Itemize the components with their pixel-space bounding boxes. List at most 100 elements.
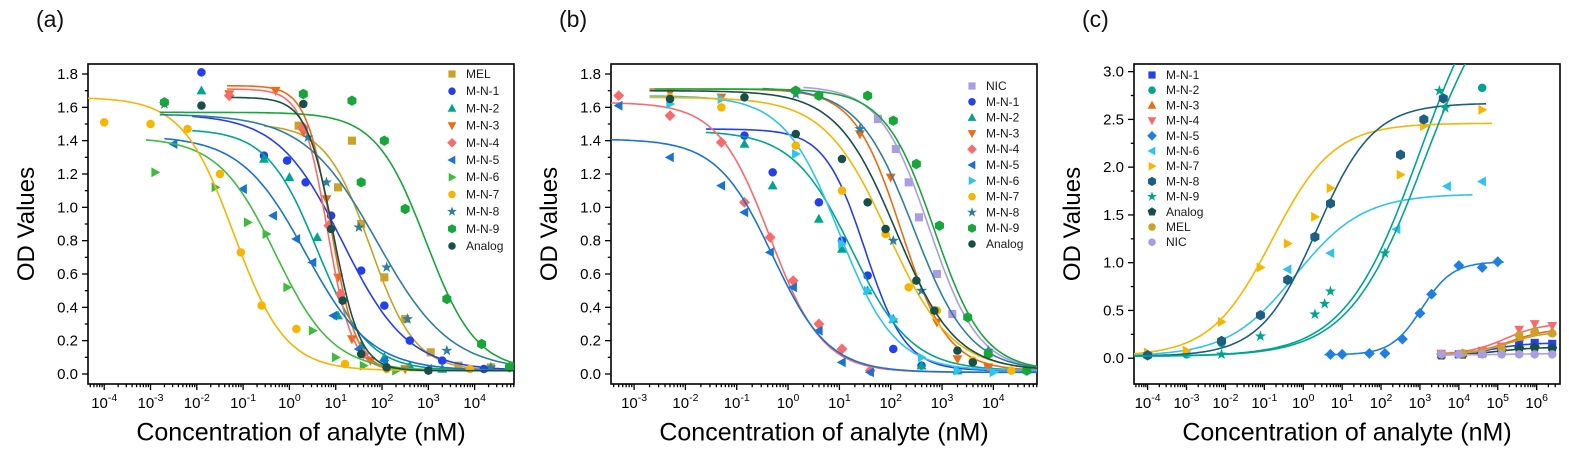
fit-curve-M-N-9	[159, 111, 514, 364]
y-tick-label: 1.2	[580, 166, 601, 183]
x-tick-label: 10-3	[137, 392, 163, 412]
x-tick-label: 10-2	[672, 392, 698, 412]
panel-b-y-axis-title: OD Values	[536, 166, 563, 282]
legend-item-M-N-9: M-N-9	[968, 221, 1020, 235]
data-point-M-N-4	[613, 90, 625, 102]
fit-curve-M-N-1	[192, 115, 514, 371]
series-M-N-7	[88, 97, 514, 374]
data-point-M-N-9	[1324, 285, 1336, 297]
data-point-M-N-5	[664, 152, 674, 163]
data-point-M-N-8	[1419, 114, 1429, 125]
x-tick-label: 10-2	[184, 392, 210, 412]
x-tick-label: 104	[463, 392, 486, 412]
y-tick-label: 0.5	[1103, 302, 1124, 319]
legend: MEL M-N-1 M-N-2 M-N-3 M-N-4 M-N-5 M-N-6 M-N-7 M-…	[447, 67, 503, 253]
data-point-M-N-2	[196, 85, 207, 95]
legend-marker-M-N-7	[448, 190, 456, 199]
data-point-M-N-9	[863, 90, 873, 101]
y-tick-label: 3.0	[1103, 64, 1124, 81]
y-tick-label: 0.4	[57, 299, 78, 316]
legend-item-NIC: NIC	[1148, 235, 1187, 249]
data-point-M-N-7	[1182, 345, 1192, 356]
legend-marker-M-N-2	[1148, 86, 1156, 94]
data-point-MEL	[333, 183, 343, 192]
data-point-M-N-4	[715, 136, 727, 148]
data-point-M-N-1	[768, 168, 777, 177]
data-point-M-N-9	[1309, 308, 1321, 319]
y-tick-label: 1.0	[57, 199, 78, 216]
data-point-M-N-5	[836, 357, 846, 368]
fit-curve-M-N-7	[1134, 122, 1492, 355]
data-point-M-N-6	[953, 365, 963, 376]
data-point-Analog	[837, 154, 847, 164]
legend-item-M-N-6: M-N-6	[1147, 144, 1200, 158]
data-point-M-N-1	[437, 356, 447, 365]
legend-marker-M-N-5	[967, 160, 976, 170]
data-point-M-N-5	[739, 207, 749, 218]
series-NIC	[1437, 350, 1557, 359]
panel-c-y-axis-title: OD Values	[1059, 166, 1086, 282]
legend-item-M-N-6: M-N-6	[968, 174, 1020, 188]
data-point-Analog	[424, 366, 433, 375]
legend-marker-M-N-1	[968, 98, 976, 106]
legend-item-M-N-4: M-N-4	[447, 136, 500, 150]
y-tick-label: 1.0	[1103, 255, 1124, 272]
series-Analog	[649, 89, 1037, 370]
x-tick-label: 104	[982, 392, 1005, 412]
legend-label-M-N-4: M-N-4	[466, 136, 500, 150]
y-tick-label: 0.6	[57, 266, 78, 283]
axis-ticks	[1128, 70, 1556, 390]
data-point-M-N-3	[885, 173, 896, 183]
x-tick-label: 10-3	[1174, 392, 1200, 412]
data-point-M-N-7	[1007, 366, 1016, 375]
data-point-M-N-9	[347, 95, 357, 106]
data-point-M-N-7	[183, 124, 192, 134]
data-point-M-N-8	[1255, 310, 1265, 321]
legend: M-N-1M-N-2M-N-3 M-N-4M-N-5M-N-6M-N-7M-N-8…	[1147, 68, 1203, 249]
data-point-M-N-7	[837, 186, 847, 195]
data-point-M-N-9	[1433, 84, 1445, 96]
data-point-M-N-6	[1476, 176, 1486, 187]
data-point-M-N-9	[934, 220, 944, 231]
data-point-NIC	[1454, 350, 1464, 359]
legend-marker-NIC	[1148, 238, 1156, 246]
data-point-M-N-8	[353, 221, 365, 233]
legend-label-M-N-5: M-N-5	[986, 158, 1020, 172]
data-point-M-N-9	[1319, 297, 1331, 309]
data-point-Analog	[791, 129, 801, 139]
legend-label-M-N-8: M-N-8	[1166, 174, 1200, 188]
legend-marker-M-N-9	[448, 224, 456, 234]
data-point-M-N-5	[237, 184, 247, 194]
data-point-M-N-2	[837, 243, 847, 253]
legend-item-M-N-1: M-N-1	[448, 84, 500, 98]
legend: NICM-N-1M-N-2M-N-3M-N-4M-N-5M-N-6M-N-7M-…	[967, 79, 1023, 251]
data-point-M-N-9	[1254, 330, 1266, 341]
data-point-Analog	[338, 296, 347, 305]
data-point-Analog	[1547, 343, 1558, 353]
series-M-N-8	[158, 98, 514, 373]
data-point-M-N-6	[308, 325, 318, 336]
data-point-M-N-2	[1477, 83, 1487, 93]
legend-label-M-N-7: M-N-7	[986, 190, 1020, 204]
legend-item-MEL: MEL	[1148, 220, 1191, 234]
x-tick-label: 10-4	[91, 392, 117, 412]
legend-marker-M-N-6	[968, 176, 977, 186]
legend-label-M-N-4: M-N-4	[986, 142, 1020, 156]
legend-label-M-N-4: M-N-4	[1166, 114, 1200, 128]
data-point-M-N-6	[151, 167, 161, 178]
data-point-MEL	[380, 273, 389, 282]
data-point-M-N-9	[814, 90, 824, 101]
data-point-M-N-2	[284, 172, 295, 182]
y-tick-label: 0.0	[580, 366, 601, 383]
legend-marker-M-N-3	[967, 130, 977, 138]
legend-marker-Analog	[448, 242, 456, 250]
data-point-M-N-7	[215, 169, 225, 179]
data-point-M-N-1	[356, 266, 366, 275]
panel-a-y-axis-title: OD Values	[13, 166, 40, 282]
series-Analog	[197, 96, 514, 375]
data-point-M-N-2	[916, 360, 927, 370]
x-tick-label: 101	[1331, 392, 1354, 412]
y-tick-label: 0.8	[580, 233, 601, 250]
data-point-M-N-5	[716, 180, 726, 191]
data-point-M-N-9	[379, 135, 389, 146]
